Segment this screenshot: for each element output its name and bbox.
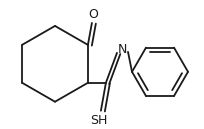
Text: SH: SH <box>90 114 108 127</box>
Text: N: N <box>117 43 127 56</box>
Text: O: O <box>88 9 98 21</box>
